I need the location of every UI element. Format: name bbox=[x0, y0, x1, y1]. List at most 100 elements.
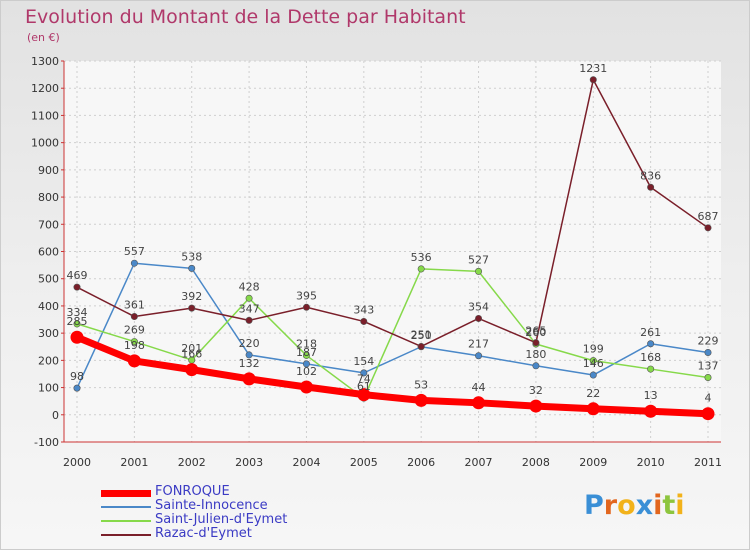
data-label: 836 bbox=[640, 169, 661, 182]
data-label: 269 bbox=[124, 324, 145, 337]
y-tick-label: 100 bbox=[38, 382, 59, 395]
y-tick-label: 1200 bbox=[31, 82, 59, 95]
data-label: 265 bbox=[525, 325, 546, 338]
data-point bbox=[704, 374, 712, 382]
data-point bbox=[475, 314, 483, 322]
x-tick-label: 2001 bbox=[120, 456, 148, 469]
series-lines bbox=[70, 76, 715, 421]
legend-label: Razac-d'Eymet bbox=[155, 526, 252, 541]
data-label: 260 bbox=[525, 326, 546, 339]
data-label: 218 bbox=[296, 337, 317, 350]
x-tick-label: 2007 bbox=[465, 456, 493, 469]
data-label: 32 bbox=[529, 384, 543, 397]
chart-title: Evolution du Montant de la Dette par Hab… bbox=[25, 6, 466, 28]
data-label: 166 bbox=[181, 348, 202, 361]
data-point bbox=[73, 283, 81, 291]
data-point bbox=[70, 330, 84, 344]
data-point bbox=[73, 320, 81, 328]
data-label: 154 bbox=[353, 355, 374, 368]
data-label: 61 bbox=[357, 380, 371, 393]
data-label: 343 bbox=[353, 303, 374, 316]
data-point bbox=[417, 265, 425, 273]
x-tick-label: 2006 bbox=[407, 456, 435, 469]
logo-letter: t bbox=[662, 490, 676, 521]
data-point bbox=[589, 76, 597, 84]
y-axis-ticks: -100 0 100 200 300 400 500 600 700 800 900 1000 1100… bbox=[31, 55, 64, 449]
x-tick-label: 2003 bbox=[235, 456, 263, 469]
data-point bbox=[414, 393, 428, 407]
data-point bbox=[701, 407, 715, 421]
legend-label: FONROQUE bbox=[155, 484, 230, 499]
data-point bbox=[188, 304, 196, 312]
data-label: 132 bbox=[239, 357, 260, 370]
data-point bbox=[185, 363, 199, 377]
data-point bbox=[302, 303, 310, 311]
data-point bbox=[245, 351, 253, 359]
series-line-1 bbox=[76, 262, 709, 389]
series-line-3 bbox=[76, 79, 709, 348]
data-label: 538 bbox=[181, 250, 202, 263]
data-label: 469 bbox=[67, 269, 88, 282]
data-label: 137 bbox=[698, 360, 719, 373]
data-label: 428 bbox=[239, 280, 260, 293]
data-label: 285 bbox=[67, 315, 88, 328]
data-label: 44 bbox=[472, 381, 486, 394]
legend-swatch bbox=[101, 534, 151, 536]
data-label: 347 bbox=[239, 302, 260, 315]
chart-unit-label: (en €) bbox=[27, 31, 60, 44]
data-label: 557 bbox=[124, 245, 145, 258]
data-point bbox=[589, 357, 597, 365]
data-point bbox=[586, 402, 600, 416]
y-tick-label: 700 bbox=[38, 218, 59, 231]
data-label: 198 bbox=[124, 339, 145, 352]
x-tick-label: 2011 bbox=[694, 456, 722, 469]
data-point bbox=[130, 313, 138, 321]
data-label: 687 bbox=[698, 210, 719, 223]
data-label: 361 bbox=[124, 299, 145, 312]
y-tick-label: 0 bbox=[52, 409, 59, 422]
grid-lines bbox=[63, 60, 721, 443]
data-point bbox=[360, 369, 368, 377]
y-tick-label: 1300 bbox=[31, 55, 59, 68]
y-tick-label: -100 bbox=[34, 436, 59, 449]
data-label: 229 bbox=[698, 334, 719, 347]
y-tick-label: 200 bbox=[38, 354, 59, 367]
data-point bbox=[302, 351, 310, 359]
data-point bbox=[417, 342, 425, 350]
data-point bbox=[589, 371, 597, 379]
x-tick-label: 2009 bbox=[579, 456, 607, 469]
data-point bbox=[532, 339, 540, 347]
data-label: 250 bbox=[411, 329, 432, 342]
data-label: 1231 bbox=[579, 62, 607, 75]
logo-letter: i bbox=[675, 490, 685, 521]
y-tick-label: 300 bbox=[38, 327, 59, 340]
logo-letter: P bbox=[584, 490, 604, 521]
x-tick-label: 2002 bbox=[178, 456, 206, 469]
data-point bbox=[532, 362, 540, 370]
data-label: 53 bbox=[414, 378, 428, 391]
data-point bbox=[644, 404, 658, 418]
data-label: 334 bbox=[67, 306, 88, 319]
data-label: 102 bbox=[296, 365, 317, 378]
legend-swatch bbox=[101, 506, 151, 508]
y-tick-label: 1000 bbox=[31, 137, 59, 150]
x-tick-label: 2005 bbox=[350, 456, 378, 469]
data-point bbox=[360, 317, 368, 325]
data-label: 395 bbox=[296, 289, 317, 302]
legend-swatch bbox=[101, 520, 151, 522]
data-point bbox=[299, 380, 313, 394]
proxiti-logo: Proxiti bbox=[584, 490, 685, 521]
plot-area bbox=[64, 61, 721, 442]
legend-swatch bbox=[101, 490, 151, 497]
data-point bbox=[475, 267, 483, 275]
data-label: 22 bbox=[586, 387, 600, 400]
data-point bbox=[475, 352, 483, 360]
data-label: 4 bbox=[705, 392, 712, 405]
y-tick-label: 500 bbox=[38, 273, 59, 286]
y-tick-label: 400 bbox=[38, 300, 59, 313]
data-point bbox=[357, 388, 371, 402]
x-tick-label: 2008 bbox=[522, 456, 550, 469]
logo-letter: i bbox=[653, 490, 663, 521]
data-label: 180 bbox=[525, 348, 546, 361]
